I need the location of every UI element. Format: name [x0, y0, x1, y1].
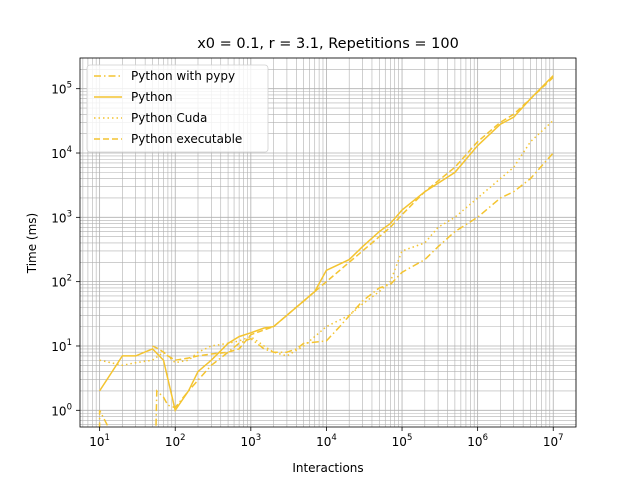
- y-tick-label: 104: [51, 145, 72, 161]
- series-line-1: [98, 152, 554, 427]
- y-tick-label: 100: [51, 402, 72, 418]
- series-line-4: [152, 76, 554, 361]
- legend-label: Python Cuda: [131, 111, 207, 125]
- y-axis-ticks: 100 101 102 103 104 105: [51, 81, 80, 418]
- x-tick-label: 106: [467, 433, 488, 449]
- x-axis-label: Interactions: [292, 461, 363, 475]
- legend-label: Python executable: [131, 132, 242, 146]
- legend-label: Python with pypy: [131, 69, 235, 83]
- y-tick-label: 103: [51, 209, 72, 225]
- x-tick-label: 105: [392, 433, 413, 449]
- x-axis-ticks: 101 102 103 104 105 106 107: [89, 427, 564, 449]
- plot-frame: [79, 57, 577, 428]
- chart-title: x0 = 0.1, r = 3.1, Repetitions = 100: [197, 36, 459, 52]
- x-tick-label: 104: [316, 433, 337, 449]
- x-tick-label: 107: [543, 433, 564, 449]
- legend-box: [86, 64, 269, 153]
- y-axis-label: Time (ms): [25, 213, 39, 275]
- y-tick-label: 102: [51, 274, 72, 290]
- plot-area: [98, 75, 554, 427]
- y-tick-label: 101: [51, 338, 72, 354]
- legend: Python with pypy Python Python Cuda Python …: [86, 64, 269, 153]
- x-tick-label: 101: [89, 433, 110, 449]
- y-tick-label: 105: [51, 81, 72, 97]
- x-tick-label: 102: [165, 433, 186, 449]
- x-tick-label: 103: [240, 433, 261, 449]
- legend-label: Python: [131, 90, 173, 104]
